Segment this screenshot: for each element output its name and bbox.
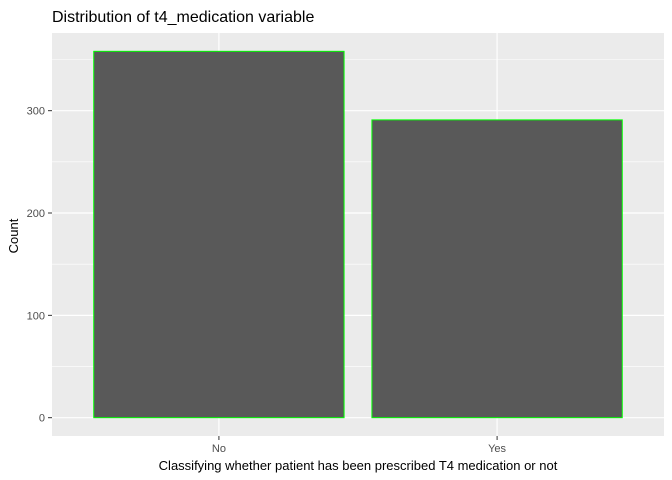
- bar-yes: [371, 119, 623, 419]
- x-axis-ticks: No Yes: [212, 436, 507, 455]
- x-axis-title: Classifying whether patient has been pre…: [159, 458, 558, 473]
- y-tick-label: 300: [27, 106, 45, 118]
- y-axis-ticks: 0 100 200 300: [27, 106, 52, 425]
- y-tick-label: 200: [27, 208, 45, 220]
- chart-title: Distribution of t4_medication variable: [52, 9, 314, 26]
- y-tick-label: 100: [27, 310, 45, 322]
- y-tick-label: 0: [39, 413, 45, 425]
- x-tick-label: Yes: [488, 443, 506, 455]
- bars: [93, 50, 623, 419]
- y-axis-title: Count: [6, 218, 21, 253]
- x-tick-label: No: [212, 443, 226, 455]
- bar-no: [93, 50, 345, 419]
